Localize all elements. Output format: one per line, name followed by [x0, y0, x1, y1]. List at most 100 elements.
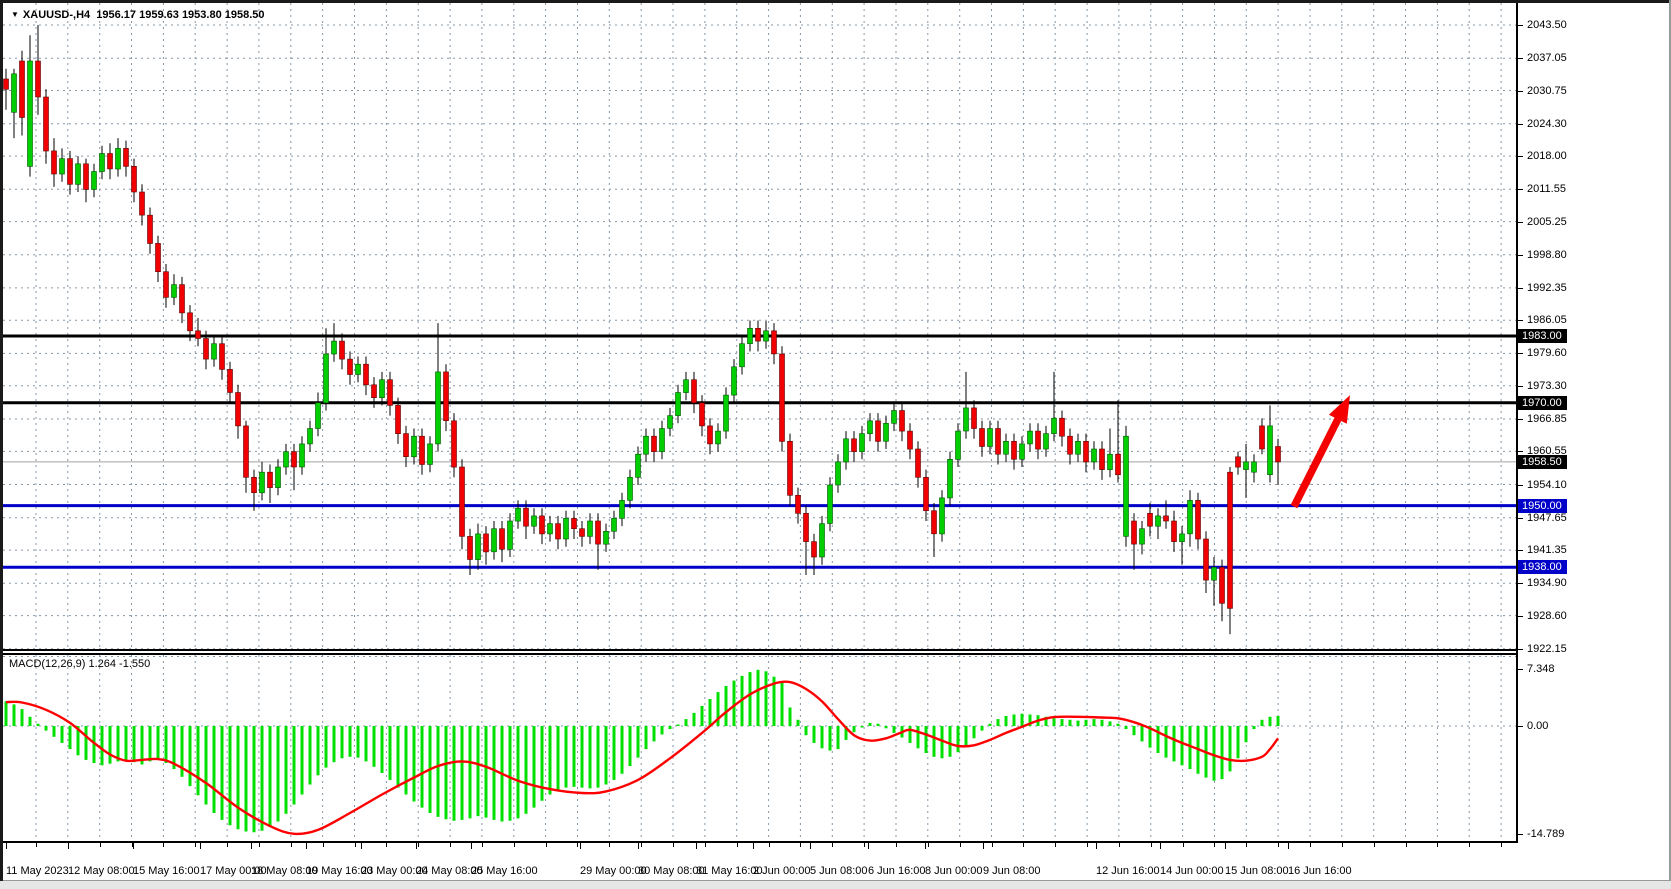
candle-body: [603, 530, 609, 545]
symbol-period-label: XAUUSD-,H4: [22, 9, 91, 21]
price-axis-label: 1954.10: [1527, 479, 1567, 491]
time-axis-tick: [1310, 843, 1311, 847]
candlestick-chart[interactable]: [3, 3, 1516, 649]
price-level-badge: 1958.50: [1518, 455, 1567, 469]
candle-body: [547, 523, 553, 535]
price-axis-label: 1966.85: [1527, 413, 1567, 425]
candle-body: [1123, 435, 1129, 537]
macd-axis-tick: [1518, 669, 1523, 670]
candle-body: [731, 366, 737, 396]
time-axis-label: 5 Jun 08:00: [810, 865, 868, 877]
candle-body: [1091, 448, 1097, 463]
candle-body: [187, 312, 193, 332]
time-axis-major-tick: [200, 843, 201, 849]
time-axis-major-tick: [1288, 843, 1289, 849]
candle-body: [771, 330, 777, 355]
candle-body: [523, 507, 529, 527]
candle-body: [899, 410, 905, 432]
panel-splitter[interactable]: [3, 649, 1516, 655]
price-axis-label: 2024.30: [1527, 118, 1567, 130]
candle-body: [667, 415, 673, 429]
price-axis-label: 1928.60: [1527, 610, 1567, 622]
candle-body: [691, 379, 697, 404]
candle-body: [939, 497, 945, 535]
candle-body: [19, 60, 25, 118]
time-axis-tick: [673, 843, 674, 847]
candle-body: [739, 343, 745, 368]
quote-high: 1959.63: [139, 9, 179, 21]
candle-body: [979, 428, 985, 447]
price-axis-tick: [1518, 419, 1523, 420]
time-axis-tick: [769, 843, 770, 847]
window-bottom-strip: [0, 880, 1671, 889]
candle-body: [795, 494, 801, 514]
candle-body: [1203, 538, 1209, 581]
candle-body: [923, 476, 929, 511]
candle-body: [307, 428, 313, 445]
candle-body: [931, 510, 937, 535]
time-axis-major-tick: [983, 843, 984, 849]
time-axis-tick: [705, 843, 706, 847]
candle-body: [91, 171, 97, 190]
candle-body: [611, 518, 617, 532]
candle-body: [443, 371, 449, 421]
candle-body: [363, 363, 369, 386]
time-axis-tick: [832, 843, 833, 847]
candle-body: [539, 515, 545, 535]
candle-body: [427, 443, 433, 465]
time-axis-major-tick: [1096, 843, 1097, 849]
candle-body: [995, 428, 1001, 455]
macd-indicator-panel[interactable]: MACD(12,26,9) 1.264 -1.550: [3, 655, 1516, 841]
candle-body: [915, 448, 921, 478]
macd-chart[interactable]: [3, 655, 1516, 841]
candle-body: [515, 507, 521, 522]
candle-body: [419, 435, 425, 465]
main-price-chart-panel[interactable]: ▼ XAUUSD-,H4 1956.17 1959.63 1953.80 1958…: [3, 3, 1516, 649]
time-axis-tick: [864, 843, 865, 847]
time-axis-major-tick: [68, 843, 69, 849]
time-axis-tick: [227, 843, 228, 847]
candle-body: [619, 500, 625, 519]
candle-body: [1195, 500, 1201, 540]
candle-body: [579, 528, 585, 537]
window-top-border: [0, 0, 1671, 3]
time-axis-major-tick: [471, 843, 472, 849]
price-axis-tick: [1518, 320, 1523, 321]
candle-body: [1131, 520, 1137, 545]
time-axis-tick: [355, 843, 356, 847]
time-axis-label: 15 May 16:00: [133, 865, 200, 877]
time-axis-tick: [546, 843, 547, 847]
price-axis-label: 2030.75: [1527, 85, 1567, 97]
time-axis-major-tick: [696, 843, 697, 849]
price-axis-tick: [1518, 451, 1523, 452]
time-axis-tick: [577, 843, 578, 847]
macd-panel-border: [3, 841, 1516, 843]
candle-body: [683, 379, 689, 393]
candle-body: [747, 327, 753, 344]
time-axis-tick: [1501, 843, 1502, 847]
time-axis[interactable]: 11 May 2023 12 May 08:00 15 May 16:00 17 Ma…: [3, 843, 1516, 880]
time-axis-tick: [1214, 843, 1215, 847]
price-axis-label: 1941.35: [1527, 544, 1567, 556]
candle-body: [147, 214, 153, 244]
candle-body: [155, 243, 161, 272]
candle-body: [835, 461, 841, 486]
candle-body: [51, 150, 57, 175]
macd-axis-label: 7.348: [1527, 663, 1555, 675]
candle-body: [595, 520, 601, 545]
time-axis-label: 17 May 00:00: [200, 865, 267, 877]
time-axis-tick: [737, 843, 738, 847]
time-axis-major-tick: [638, 843, 639, 849]
time-axis-label: 25 May 16:00: [471, 865, 538, 877]
candle-body: [763, 330, 769, 342]
candle-body: [291, 451, 297, 468]
time-axis-tick: [323, 843, 324, 847]
time-axis-major-tick: [1160, 843, 1161, 849]
price-axis[interactable]: 2043.50 2037.05 2030.75 2024.30 2018.00 2011.…: [1518, 0, 1671, 843]
candle-body: [907, 430, 913, 450]
time-axis-label: 8 Jun 00:00: [925, 865, 983, 877]
candle-body: [507, 520, 513, 550]
candle-body: [411, 435, 417, 458]
candle-body: [331, 340, 337, 355]
time-axis-tick: [609, 843, 610, 847]
